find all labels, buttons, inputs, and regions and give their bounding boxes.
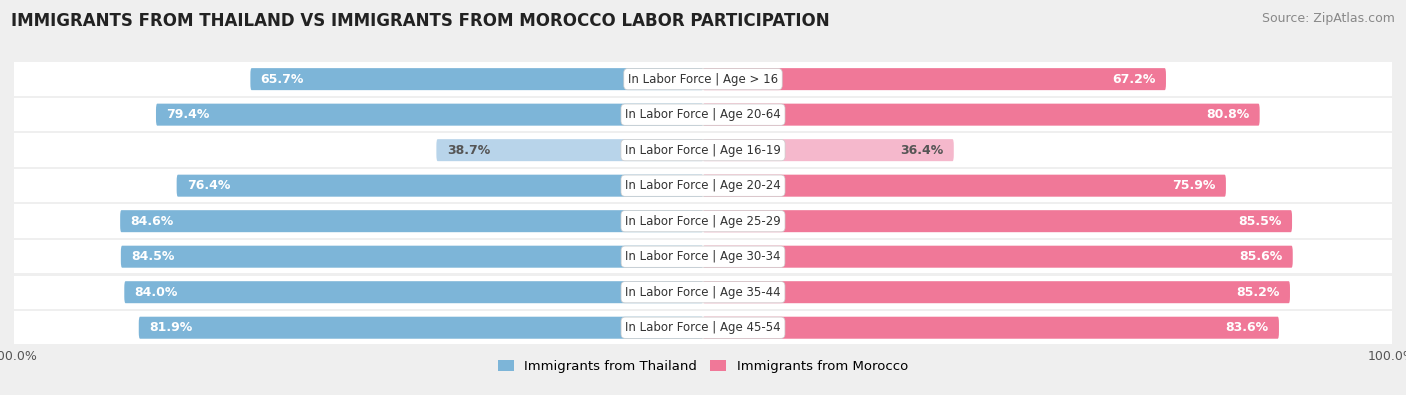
FancyBboxPatch shape [120,210,703,232]
FancyBboxPatch shape [436,139,703,161]
Text: In Labor Force | Age 16-19: In Labor Force | Age 16-19 [626,144,780,157]
Text: 36.4%: 36.4% [900,144,943,157]
Text: IMMIGRANTS FROM THAILAND VS IMMIGRANTS FROM MOROCCO LABOR PARTICIPATION: IMMIGRANTS FROM THAILAND VS IMMIGRANTS F… [11,12,830,30]
FancyBboxPatch shape [14,276,1392,309]
Text: In Labor Force | Age 30-34: In Labor Force | Age 30-34 [626,250,780,263]
Text: 84.5%: 84.5% [131,250,174,263]
Text: In Labor Force | Age 45-54: In Labor Force | Age 45-54 [626,321,780,334]
FancyBboxPatch shape [703,68,1166,90]
FancyBboxPatch shape [703,139,953,161]
Text: In Labor Force | Age 25-29: In Labor Force | Age 25-29 [626,214,780,228]
FancyBboxPatch shape [14,311,1392,344]
FancyBboxPatch shape [703,281,1289,303]
Text: 85.6%: 85.6% [1239,250,1282,263]
FancyBboxPatch shape [139,317,703,339]
Text: 79.4%: 79.4% [166,108,209,121]
FancyBboxPatch shape [14,62,1392,96]
FancyBboxPatch shape [703,246,1292,268]
Text: In Labor Force | Age 35-44: In Labor Force | Age 35-44 [626,286,780,299]
Text: Source: ZipAtlas.com: Source: ZipAtlas.com [1261,12,1395,25]
FancyBboxPatch shape [703,317,1279,339]
Text: 80.8%: 80.8% [1206,108,1250,121]
FancyBboxPatch shape [14,134,1392,167]
Text: 85.5%: 85.5% [1239,214,1282,228]
Text: 76.4%: 76.4% [187,179,231,192]
Text: 81.9%: 81.9% [149,321,193,334]
Text: 85.2%: 85.2% [1236,286,1279,299]
FancyBboxPatch shape [703,175,1226,197]
FancyBboxPatch shape [14,169,1392,202]
FancyBboxPatch shape [250,68,703,90]
FancyBboxPatch shape [703,103,1260,126]
FancyBboxPatch shape [14,205,1392,238]
Text: In Labor Force | Age 20-24: In Labor Force | Age 20-24 [626,179,780,192]
FancyBboxPatch shape [156,103,703,126]
FancyBboxPatch shape [14,98,1392,131]
Text: In Labor Force | Age 20-64: In Labor Force | Age 20-64 [626,108,780,121]
Text: 83.6%: 83.6% [1226,321,1268,334]
Text: 38.7%: 38.7% [447,144,489,157]
Text: 84.0%: 84.0% [135,286,179,299]
Legend: Immigrants from Thailand, Immigrants from Morocco: Immigrants from Thailand, Immigrants fro… [492,355,914,378]
Text: 65.7%: 65.7% [260,73,304,86]
FancyBboxPatch shape [703,210,1292,232]
Text: In Labor Force | Age > 16: In Labor Force | Age > 16 [628,73,778,86]
FancyBboxPatch shape [124,281,703,303]
Text: 84.6%: 84.6% [131,214,174,228]
FancyBboxPatch shape [14,240,1392,273]
Text: 67.2%: 67.2% [1112,73,1156,86]
FancyBboxPatch shape [121,246,703,268]
FancyBboxPatch shape [177,175,703,197]
Text: 75.9%: 75.9% [1173,179,1216,192]
